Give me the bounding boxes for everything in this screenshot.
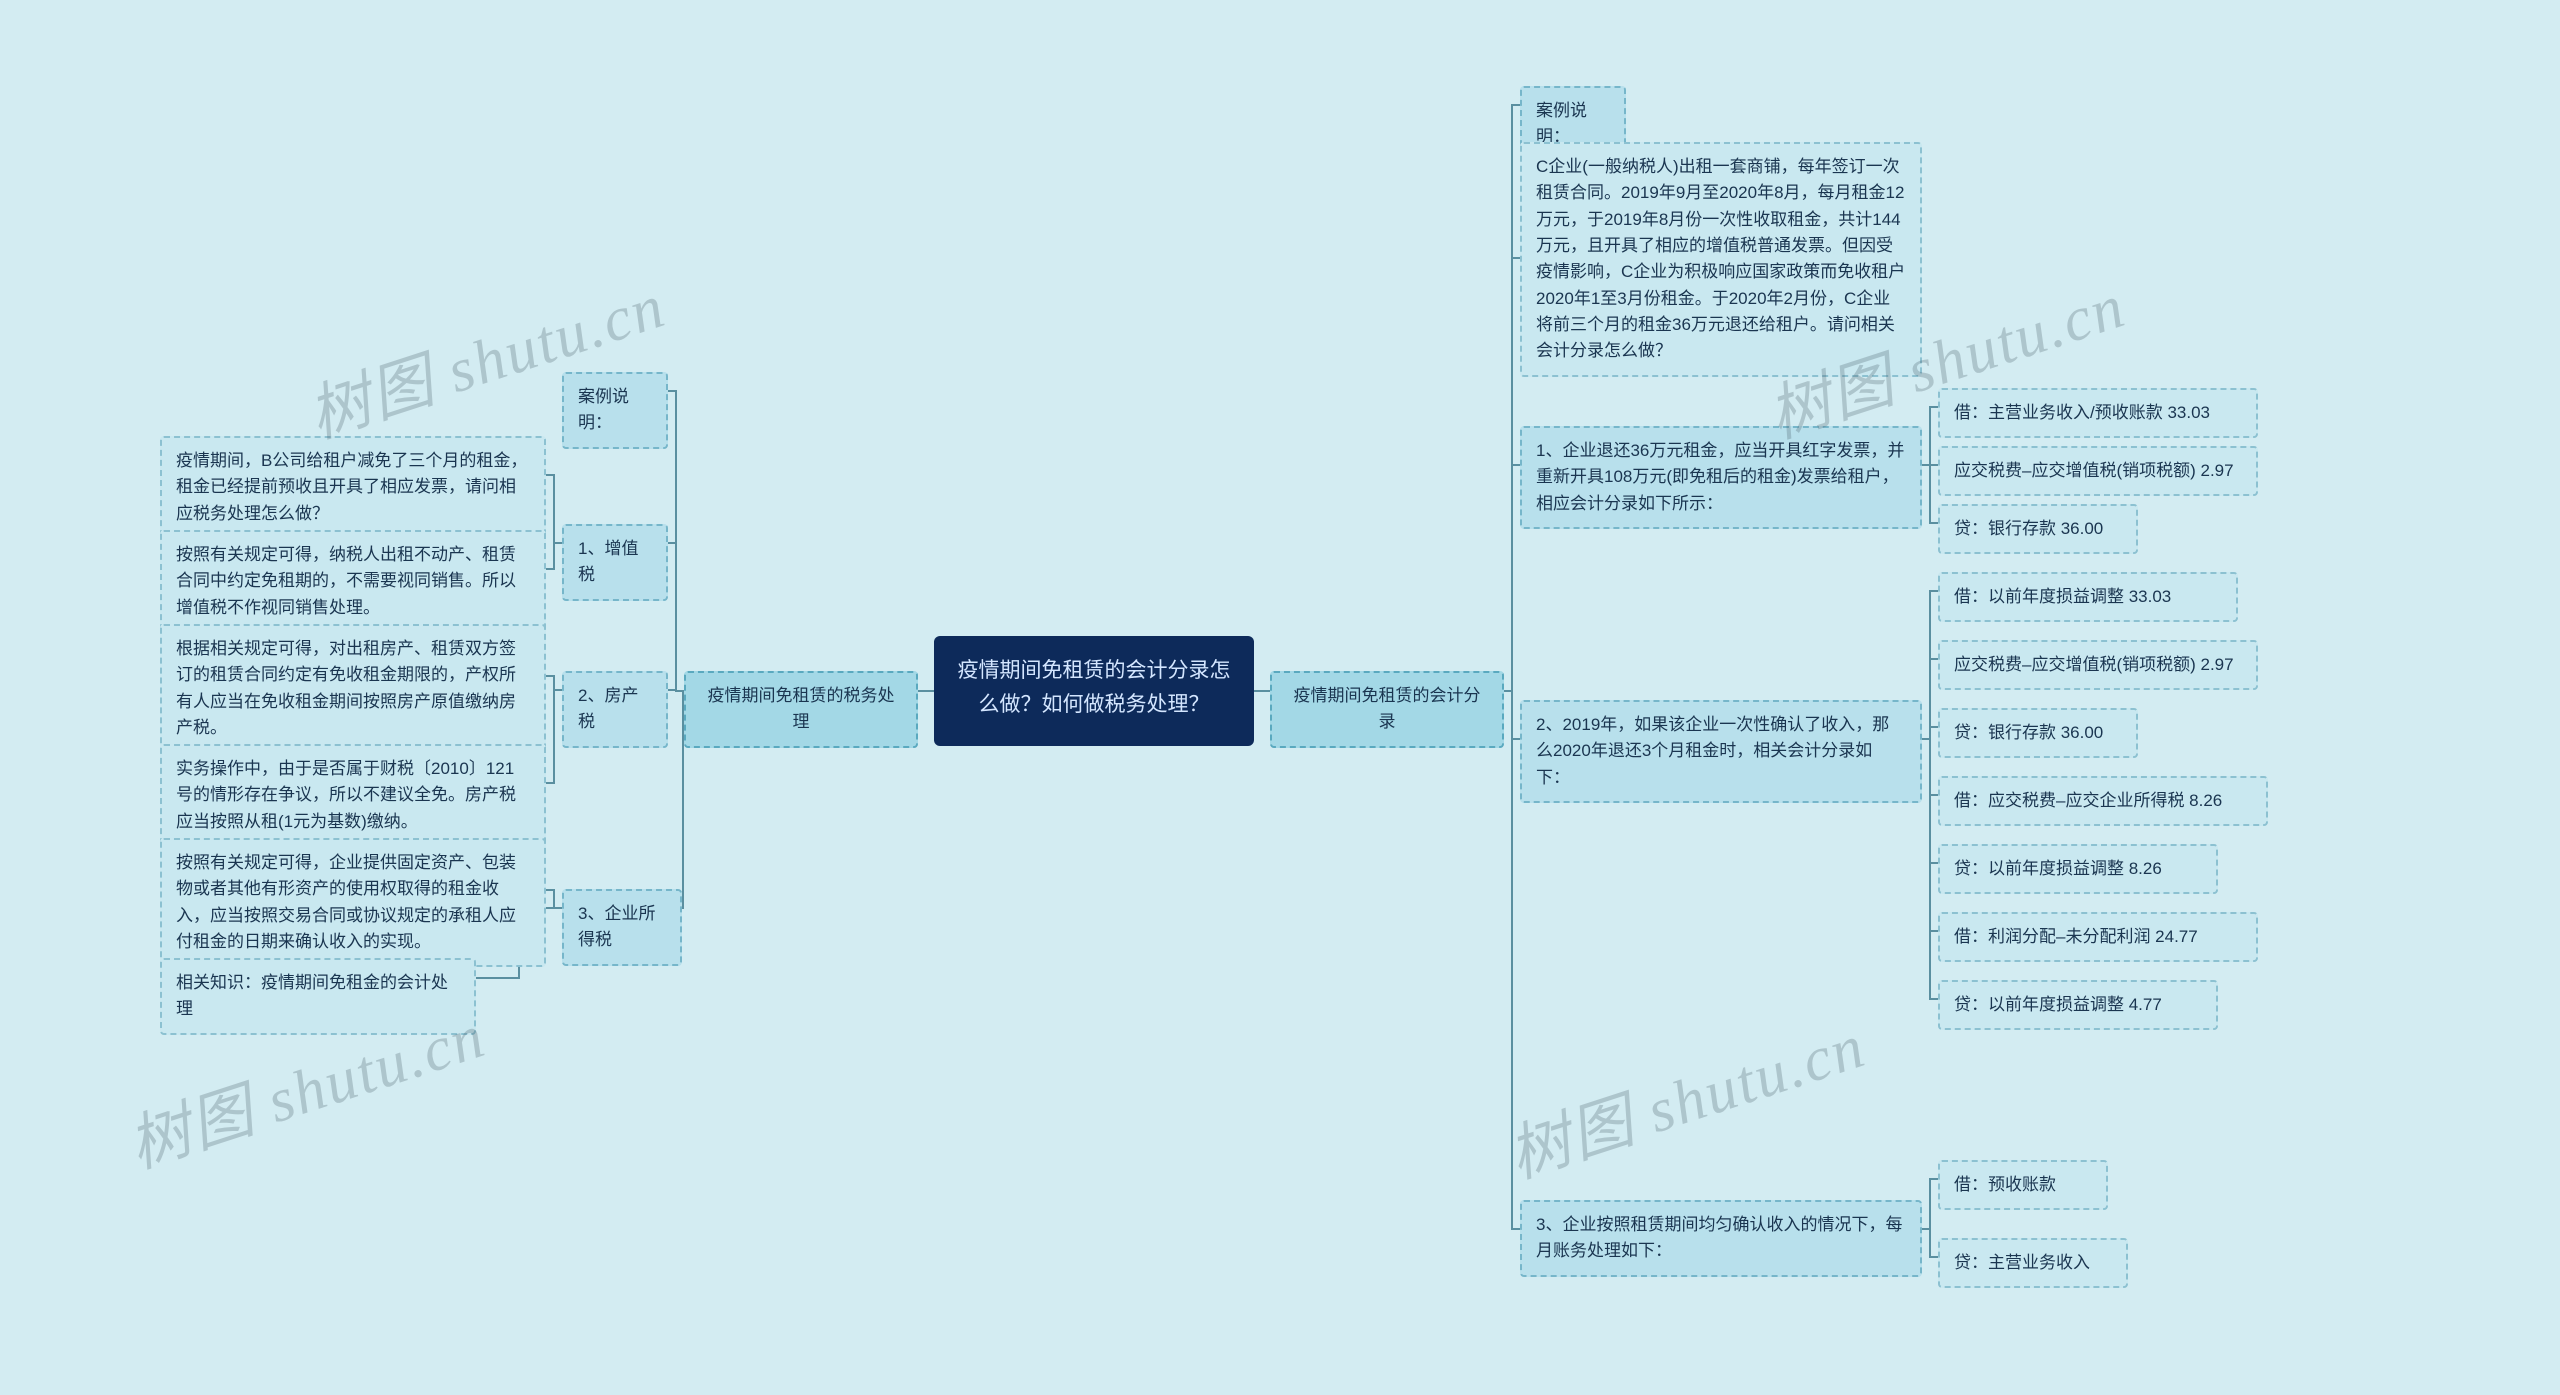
watermark: 树图 shutu.cn: [1495, 995, 1875, 1195]
left-sub-3: 3、企业所得税: [562, 889, 682, 966]
left-leaf-3-0: 按照有关规定可得，企业提供固定资产、包装物或者其他有形资产的使用权取得的租金收入…: [160, 838, 546, 967]
right-sub-2: 1、企业退还36万元租金，应当开具红字发票，并重新开具108万元(即免租后的租金…: [1520, 426, 1922, 529]
right-leaf-3-2: 贷：银行存款 36.00: [1938, 708, 2138, 758]
left-branch: 疫情期间免租赁的税务处理: [684, 671, 918, 748]
right-leaf-3-4: 贷：以前年度损益调整 8.26: [1938, 844, 2218, 894]
left-leaf-2-0: 根据相关规定可得，对出租房产、租赁双方签订的租赁合同约定有免收租金期限的，产权所…: [160, 624, 546, 753]
left-sub-1: 1、增值税: [562, 524, 668, 601]
right-leaf-4-0: 借：预收账款: [1938, 1160, 2108, 1210]
left-leaf-3-1: 相关知识：疫情期间免租金的会计处理: [160, 958, 476, 1035]
right-sub-3: 2、2019年，如果该企业一次性确认了收入，那么2020年退还3个月租金时，相关…: [1520, 700, 1922, 803]
left-leaf-1-1: 按照有关规定可得，纳税人出租不动产、租赁合同中约定免租期的，不需要视同销售。所以…: [160, 530, 546, 633]
right-leaf-2-2: 贷：银行存款 36.00: [1938, 504, 2138, 554]
left-leaf-2-1: 实务操作中，由于是否属于财税〔2010〕121号的情形存在争议，所以不建议全免。…: [160, 744, 546, 847]
right-leaf-3-0: 借：以前年度损益调整 33.03: [1938, 572, 2238, 622]
left-leaf-1-0: 疫情期间，B公司给租户减免了三个月的租金，租金已经提前预收且开具了相应发票，请问…: [160, 436, 546, 539]
right-leaf-3-6: 贷：以前年度损益调整 4.77: [1938, 980, 2218, 1030]
right-leaf-3-3: 借：应交税费–应交企业所得税 8.26: [1938, 776, 2268, 826]
right-sub-1: C企业(一般纳税人)出租一套商铺，每年签订一次租赁合同。2019年9月至2020…: [1520, 142, 1922, 377]
right-leaf-2-0: 借：主营业务收入/预收账款 33.03: [1938, 388, 2258, 438]
root-text: 疫情期间免租赁的会计分录怎么做？如何做税务处理？: [958, 659, 1231, 716]
right-leaf-3-5: 借：利润分配–未分配利润 24.77: [1938, 912, 2258, 962]
right-leaf-3-1: 应交税费–应交增值税(销项税额) 2.97: [1938, 640, 2258, 690]
left-sub-2: 2、房产税: [562, 671, 668, 748]
right-branch: 疫情期间免租赁的会计分录: [1270, 671, 1504, 748]
right-leaf-4-1: 贷：主营业务收入: [1938, 1238, 2128, 1288]
root-node: 疫情期间免租赁的会计分录怎么做？如何做税务处理？: [934, 636, 1254, 746]
right-leaf-2-1: 应交税费–应交增值税(销项税额) 2.97: [1938, 446, 2258, 496]
left-sub-0: 案例说明：: [562, 372, 668, 449]
right-sub-4: 3、企业按照租赁期间均匀确认收入的情况下，每月账务处理如下：: [1520, 1200, 1922, 1277]
